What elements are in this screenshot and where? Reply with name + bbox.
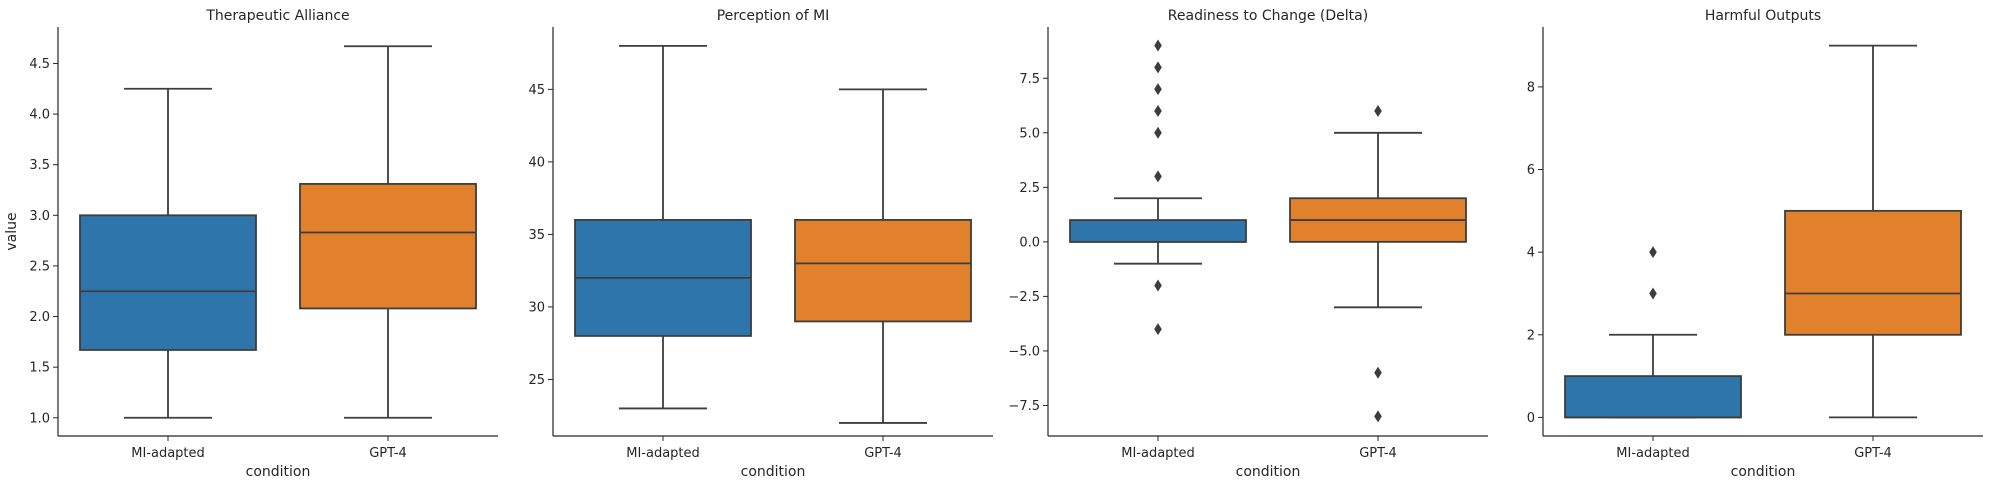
x-tick-label: MI-adapted: [131, 446, 205, 461]
x-axis-label: condition: [246, 464, 311, 480]
iqr-box: [1069, 219, 1247, 243]
y-tick-label: −7.5: [1008, 399, 1040, 414]
y-tick-label: 1.5: [29, 361, 50, 376]
y-tick-label: 5.0: [1019, 126, 1040, 141]
outlier-point: [1374, 366, 1382, 379]
outlier-point: [1154, 126, 1162, 139]
panel-1: Therapeutic Alliance 1.0 1.5 2.0 2.5 3.0 3.5 4.…: [4, 8, 498, 480]
y-tick-label: 1.0: [29, 411, 50, 426]
box-mi-adapted: [574, 44, 752, 410]
y-tick-label: 3.5: [29, 158, 50, 173]
iqr-box: [79, 214, 257, 351]
outlier-point: [1154, 83, 1162, 96]
y-tick-label: 7.5: [1019, 72, 1040, 87]
outlier-point: [1649, 287, 1657, 300]
panel-title: Harmful Outputs: [1705, 8, 1821, 24]
box-gpt-4: [1289, 104, 1467, 423]
panel-3: Readiness to Change (Delta) −7.5 −5.0 −2.5 0…: [1008, 8, 1488, 480]
panel-title: Perception of MI: [717, 8, 830, 24]
box-gpt-4: [1784, 44, 1962, 419]
y-tick-label: 30: [528, 300, 545, 315]
iqr-box: [1784, 209, 1962, 336]
y-tick-label: 40: [528, 155, 545, 170]
outlier-point: [1154, 323, 1162, 336]
outlier-point: [1374, 410, 1382, 423]
y-tick-label: 2.5: [1019, 181, 1040, 196]
box-gpt-4: [299, 45, 477, 419]
x-tick-label: GPT-4: [1854, 446, 1892, 461]
y-tick-label: −5.0: [1008, 344, 1040, 359]
panel-4: Harmful Outputs 0 2 4 6 8 MI-adapted GPT-4 condi…: [1527, 8, 1983, 480]
x-axis-label: condition: [741, 464, 806, 480]
y-tick-label: 2.0: [29, 310, 50, 325]
y-tick-label: 4.5: [29, 57, 50, 72]
x-axis-label: condition: [1236, 464, 1301, 480]
y-tick-label: −2.5: [1008, 290, 1040, 305]
outlier-point: [1154, 104, 1162, 117]
panel-2: Perception of MI 25 30 35 40 45 MI-adapted GPT-…: [528, 8, 993, 480]
y-tick-label: 2.5: [29, 259, 50, 274]
y-tick-label: 6: [1527, 163, 1535, 178]
y-tick-label: 25: [528, 373, 545, 388]
y-tick-label: 35: [528, 228, 545, 243]
box-mi-adapted: [1564, 246, 1742, 419]
panel-title: Therapeutic Alliance: [205, 8, 349, 24]
y-axis-label: value: [4, 212, 20, 250]
outlier-point: [1154, 39, 1162, 52]
iqr-box: [794, 218, 972, 323]
y-tick-label: 3.0: [29, 209, 50, 224]
x-axis-label: condition: [1731, 464, 1796, 480]
panel-title: Readiness to Change (Delta): [1168, 8, 1368, 24]
box-mi-adapted: [1069, 39, 1247, 336]
outlier-point: [1374, 104, 1382, 117]
x-tick-label: MI-adapted: [1616, 446, 1690, 461]
iqr-box: [299, 183, 477, 310]
x-tick-label: GPT-4: [864, 446, 902, 461]
y-tick-label: 4.0: [29, 108, 50, 123]
iqr-box: [1564, 375, 1742, 419]
x-tick-label: MI-adapted: [1121, 446, 1195, 461]
outlier-point: [1154, 170, 1162, 183]
y-tick-label: 2: [1527, 328, 1535, 343]
outlier-point: [1649, 246, 1657, 259]
x-tick-label: MI-adapted: [626, 446, 700, 461]
y-tick-label: 8: [1527, 80, 1535, 95]
box-mi-adapted: [79, 87, 257, 419]
y-tick-label: 0.0: [1019, 235, 1040, 250]
y-tick-label: 45: [528, 83, 545, 98]
outlier-point: [1154, 279, 1162, 292]
y-tick-label: 0: [1527, 411, 1535, 426]
x-tick-label: GPT-4: [1359, 446, 1397, 461]
x-tick-label: GPT-4: [369, 446, 407, 461]
box-gpt-4: [794, 88, 972, 424]
outlier-point: [1154, 61, 1162, 74]
y-tick-label: 4: [1527, 246, 1535, 261]
